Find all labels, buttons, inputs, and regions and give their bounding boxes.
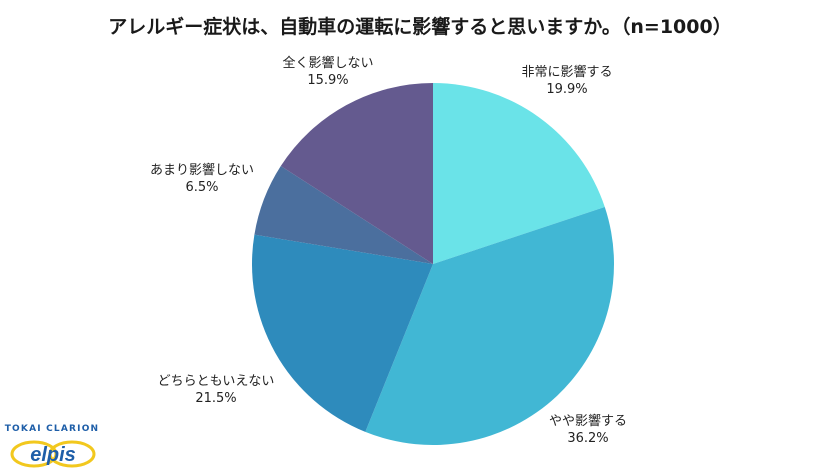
pie-slice-0	[433, 83, 605, 264]
logo-company-text: TOKAI CLARION	[4, 424, 100, 434]
slice-value: 15.9%	[307, 73, 349, 88]
slice-value: 6.5%	[185, 180, 219, 195]
pie-slice-2	[252, 234, 433, 432]
slice-label: どちらともいえない	[157, 374, 275, 389]
chart-title: アレルギー症状は、自動車の運転に影響すると思いますか。（n=1000）	[108, 16, 732, 38]
logo-infinity-icon: elpis	[10, 440, 96, 468]
slice-label: 全く影響しない	[282, 56, 374, 71]
label-somewhat: やや影響する 36.2%	[549, 413, 627, 447]
slice-label: あまり影響しない	[149, 163, 255, 178]
slice-label: やや影響する	[548, 414, 628, 429]
logo-brand-text: elpis	[30, 444, 76, 466]
label-not-at-all: 全く影響しない 15.9%	[282, 55, 373, 89]
pie-slice-4	[280, 83, 433, 264]
label-not-much: あまり影響しない 6.5%	[150, 162, 254, 196]
slice-value: 21.5%	[195, 391, 237, 406]
slice-value: 19.9%	[546, 82, 588, 97]
label-neither: どちらともいえない 21.5%	[158, 373, 275, 407]
slice-label: 非常に影響する	[521, 65, 613, 80]
label-very-much: 非常に影響する 19.9%	[521, 64, 612, 98]
pie-slice-1	[365, 206, 614, 445]
pie-slice-3	[254, 166, 433, 264]
company-logo: TOKAI CLARION elpis	[4, 424, 104, 470]
slice-value: 36.2%	[567, 431, 609, 446]
